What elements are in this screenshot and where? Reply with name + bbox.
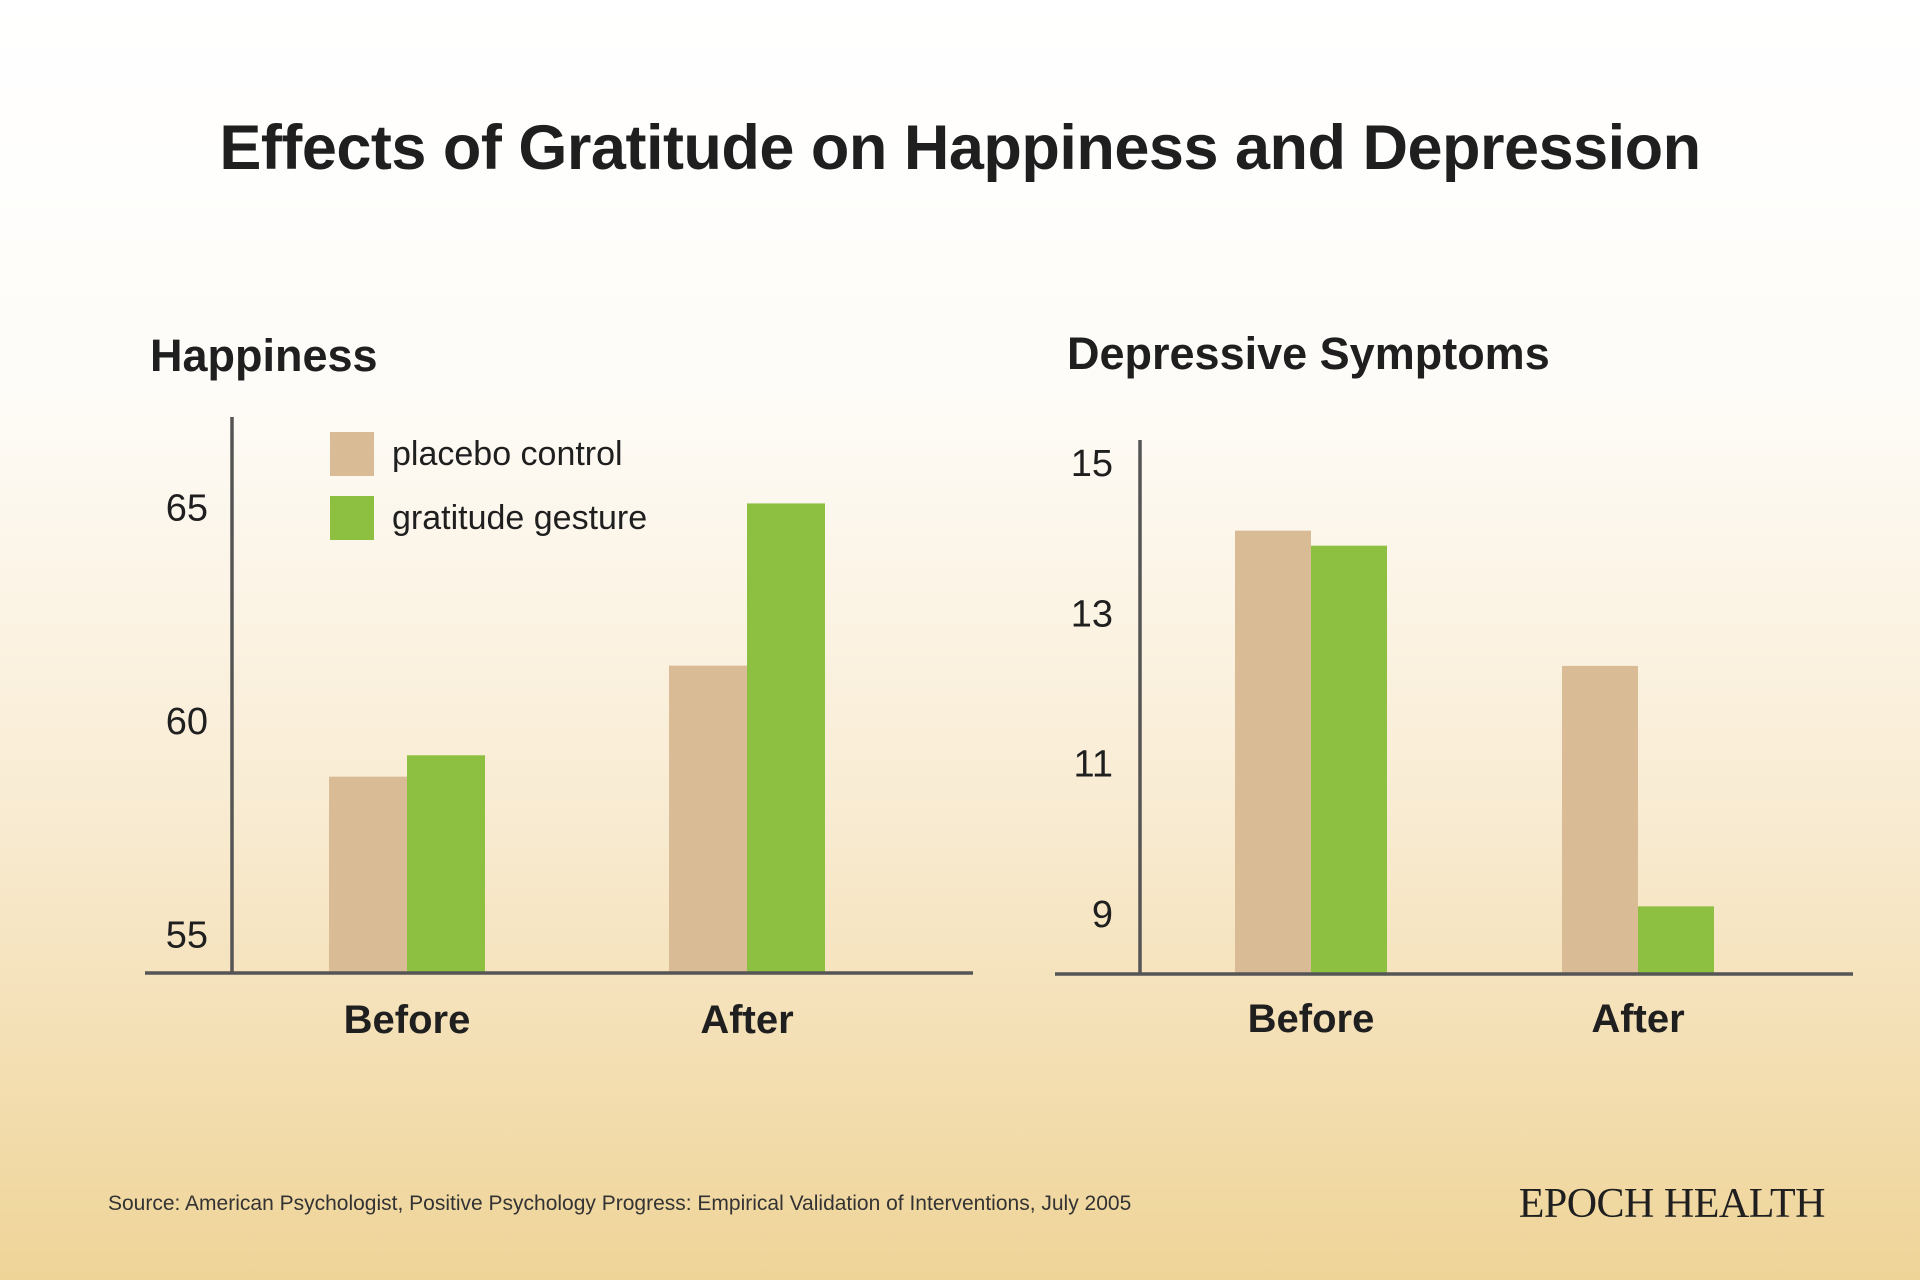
chart-title: Depressive Symptoms [1067, 328, 1550, 379]
source-note: Source: American Psychologist, Positive … [108, 1192, 1132, 1215]
happiness-chart: Happiness Before After 55 60 65 placebo cont… [120, 320, 980, 1060]
bar-gratitude-after [1638, 906, 1714, 974]
page-title: Effects of Gratitude on Happiness and De… [219, 113, 1701, 183]
y-tick-label: 9 [1092, 894, 1113, 936]
bar-gratitude-after [747, 503, 825, 973]
y-tick-label: 55 [166, 915, 208, 957]
bar-gratitude-before [407, 755, 485, 973]
legend-item-gratitude: gratitude gesture [330, 496, 647, 540]
chart-title: Happiness [150, 330, 378, 381]
y-tick-label: 13 [1071, 593, 1113, 635]
x-tick-label: After [700, 998, 793, 1042]
y-tick-label: 60 [166, 701, 208, 743]
y-tick-label: 65 [166, 488, 208, 530]
bar-placebo-before [329, 776, 407, 973]
y-tick-label: 15 [1071, 443, 1113, 485]
legend-swatch-gratitude [330, 496, 374, 540]
bar-placebo-before [1235, 530, 1311, 974]
legend-item-placebo: placebo control [330, 432, 647, 476]
legend-label: placebo control [392, 434, 623, 473]
depressive-symptoms-chart: Depressive Symptoms Before After 9 11 13 15 [1040, 320, 1860, 1060]
x-tick-label: Before [344, 998, 471, 1042]
legend-label: gratitude gesture [392, 498, 648, 537]
bar-placebo-after [1562, 665, 1638, 974]
happiness-plot: Before After 55 60 65 [145, 417, 973, 1042]
brand-logo: EPOCH HEALTH [1518, 1181, 1826, 1227]
bar-gratitude-before [1311, 545, 1387, 974]
x-tick-label: Before [1248, 997, 1375, 1041]
x-tick-label: After [1591, 997, 1684, 1041]
depressive-symptoms-plot: Before After 9 11 13 15 [1055, 440, 1853, 1041]
bar-placebo-after [669, 665, 747, 973]
y-tick-label: 11 [1074, 744, 1113, 786]
legend: placebo control gratitude gesture [330, 432, 647, 560]
legend-swatch-placebo [330, 432, 374, 476]
